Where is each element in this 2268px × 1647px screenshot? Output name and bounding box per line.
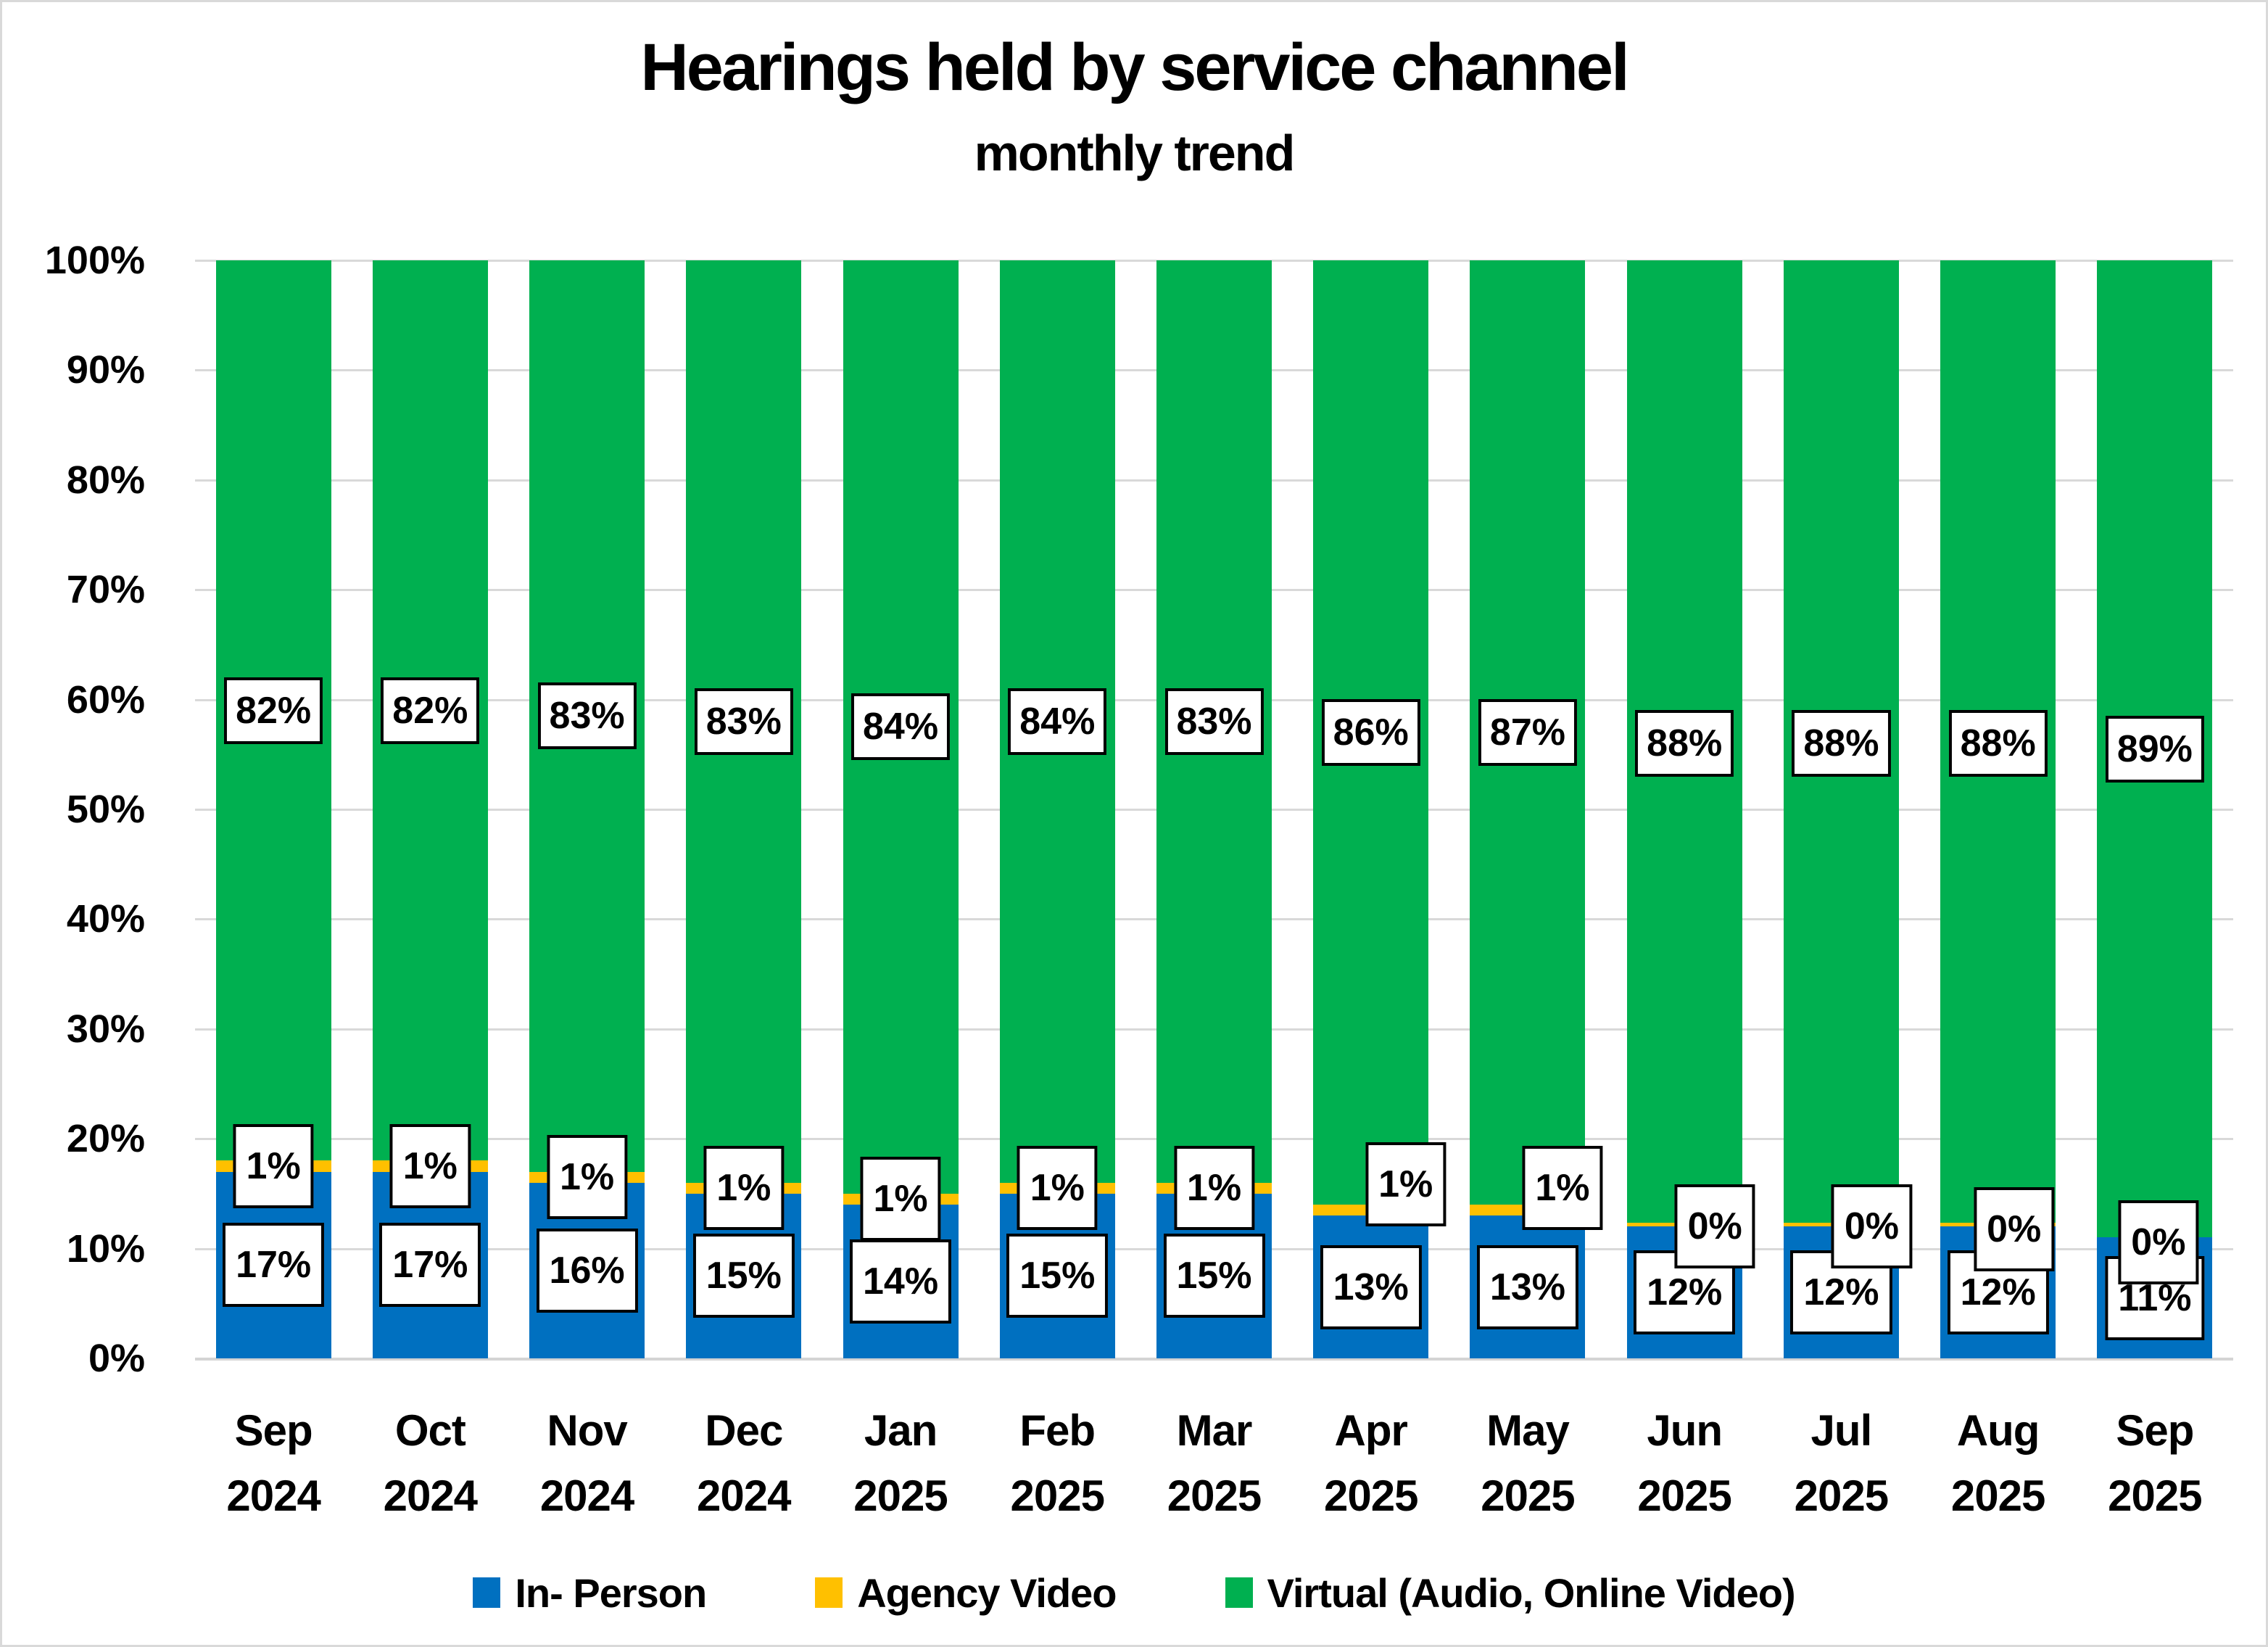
y-axis-tick-label: 0%	[88, 1337, 145, 1380]
x-axis-label-year: 2025	[1950, 1471, 2045, 1520]
chart-subtitle: monthly trend	[974, 125, 1296, 181]
y-axis-tick-label: 70%	[66, 568, 145, 612]
x-axis-label-month: Aug	[1956, 1406, 2040, 1455]
x-axis-label-month: Dec	[705, 1406, 783, 1455]
x-axis-label-month: Feb	[1019, 1406, 1096, 1455]
legend-label: In- Person	[515, 1569, 707, 1616]
x-axis-label-month: Jul	[1810, 1406, 1873, 1455]
x-axis-line	[195, 1358, 2233, 1361]
y-axis-tick-label: 40%	[66, 897, 145, 941]
data-label-in-person: 15%	[692, 1234, 795, 1318]
data-label-agency-video: 0%	[1831, 1184, 1912, 1269]
x-axis-label: Mar 2025	[1135, 1398, 1292, 1529]
x-axis-label: Jan 2025	[822, 1398, 979, 1529]
x-axis-label-year: 2025	[1167, 1471, 1262, 1520]
data-label-virtual: 83%	[537, 682, 637, 750]
legend-swatch-icon	[1225, 1577, 1253, 1608]
data-label-agency-video: 1%	[389, 1124, 471, 1209]
legend-label: Agency Video	[857, 1569, 1117, 1616]
x-axis-label: Sep 2025	[2077, 1398, 2233, 1529]
data-label-agency-video: 1%	[860, 1157, 941, 1242]
data-label-in-person: 13%	[1320, 1244, 1422, 1329]
legend-item: In- Person	[473, 1569, 707, 1617]
x-axis-label: Jun 2025	[1606, 1398, 1763, 1529]
data-label-agency-video: 1%	[1017, 1146, 1098, 1231]
y-axis-tick-label: 100%	[44, 239, 145, 282]
data-label-agency-video: 1%	[1173, 1146, 1255, 1231]
x-axis-label-year: 2025	[853, 1471, 948, 1520]
data-label-in-person: 17%	[223, 1223, 325, 1308]
x-axis-label: Jul 2025	[1763, 1398, 1919, 1529]
data-label-in-person: 13%	[1476, 1244, 1578, 1329]
data-label-in-person: 15%	[1006, 1234, 1109, 1318]
x-axis-label-year: 2025	[1323, 1471, 1418, 1520]
data-label-virtual: 84%	[1008, 688, 1107, 755]
x-axis-label-month: Jun	[1647, 1406, 1723, 1455]
data-label-in-person: 14%	[849, 1239, 952, 1324]
data-label-agency-video: 0%	[2118, 1200, 2199, 1285]
data-label-virtual: 88%	[1635, 710, 1734, 777]
chart-title: Hearings held by service channel	[640, 30, 1629, 104]
x-axis-label: Aug 2025	[1920, 1398, 2077, 1529]
y-axis-tick-label: 90%	[66, 348, 145, 392]
y-axis-tick-label: 80%	[66, 458, 145, 502]
x-axis-label-year: 2025	[1637, 1471, 1731, 1520]
data-label-virtual: 83%	[694, 688, 793, 755]
x-axis-label-year: 2024	[383, 1471, 478, 1520]
x-axis-label-month: Apr	[1334, 1406, 1408, 1455]
x-axis-label-month: Oct	[394, 1406, 466, 1455]
legend-label: Virtual (Audio, Online Video)	[1267, 1569, 1796, 1616]
data-label-agency-video: 1%	[1522, 1145, 1603, 1230]
data-label-agency-video: 0%	[1974, 1187, 2055, 1272]
data-label-virtual: 88%	[1792, 710, 1891, 777]
y-axis-tick-label: 60%	[66, 677, 145, 722]
data-label-virtual: 87%	[1478, 699, 1577, 767]
data-label-virtual: 89%	[2105, 715, 2204, 783]
data-label-virtual: 83%	[1164, 688, 1264, 755]
x-axis-label: Feb 2025	[979, 1398, 1135, 1529]
data-label-in-person: 16%	[536, 1228, 638, 1313]
x-axis-label: Nov 2024	[508, 1398, 665, 1529]
x-axis-label-year: 2024	[539, 1471, 634, 1520]
data-label-virtual: 82%	[381, 677, 480, 744]
data-label-in-person: 15%	[1163, 1234, 1265, 1318]
x-axis-label-year: 2025	[1481, 1471, 1575, 1520]
data-label-agency-video: 1%	[233, 1124, 314, 1209]
x-axis-label-month: Sep	[2116, 1406, 2194, 1455]
data-label-virtual: 82%	[224, 677, 323, 744]
x-axis-label: Oct 2024	[352, 1398, 508, 1529]
x-axis-label-year: 2024	[226, 1471, 320, 1520]
x-axis-label-month: May	[1486, 1406, 1570, 1455]
data-label-in-person: 17%	[379, 1223, 481, 1308]
x-axis-label-year: 2025	[1794, 1471, 1889, 1520]
x-axis-label-year: 2025	[1010, 1471, 1105, 1520]
x-axis-label: May 2025	[1449, 1398, 1606, 1529]
legend-item: Virtual (Audio, Online Video)	[1225, 1569, 1796, 1617]
y-axis-tick-label: 10%	[66, 1226, 145, 1271]
legend-swatch-icon	[473, 1577, 501, 1608]
y-axis-tick-label: 30%	[66, 1007, 145, 1051]
legend-item: Agency Video	[815, 1569, 1117, 1617]
data-label-agency-video: 1%	[703, 1146, 785, 1231]
legend: In- Person Agency Video Virtual (Audio, On…	[2, 1560, 2266, 1625]
x-axis-label: Apr 2025	[1293, 1398, 1449, 1529]
x-axis-label-year: 2025	[2108, 1471, 2202, 1520]
x-axis-label-year: 2024	[697, 1471, 791, 1520]
x-axis-label-month: Mar	[1176, 1406, 1253, 1455]
data-label-virtual: 88%	[1948, 710, 2048, 777]
x-axis-label-month: Sep	[234, 1406, 313, 1455]
x-axis-label-month: Jan	[864, 1406, 938, 1455]
legend-swatch-icon	[815, 1577, 843, 1608]
y-axis-tick-label: 50%	[66, 788, 145, 831]
x-axis-label: Dec 2024	[666, 1398, 822, 1529]
data-label-virtual: 84%	[850, 693, 951, 761]
x-axis-label-month: Nov	[547, 1406, 627, 1455]
data-label-agency-video: 0%	[1674, 1184, 1755, 1269]
data-label-agency-video: 1%	[1365, 1142, 1447, 1226]
data-label-agency-video: 1%	[546, 1135, 628, 1220]
data-label-virtual: 86%	[1321, 699, 1420, 767]
y-axis-tick-label: 20%	[66, 1117, 145, 1161]
x-axis-label: Sep 2024	[195, 1398, 352, 1529]
